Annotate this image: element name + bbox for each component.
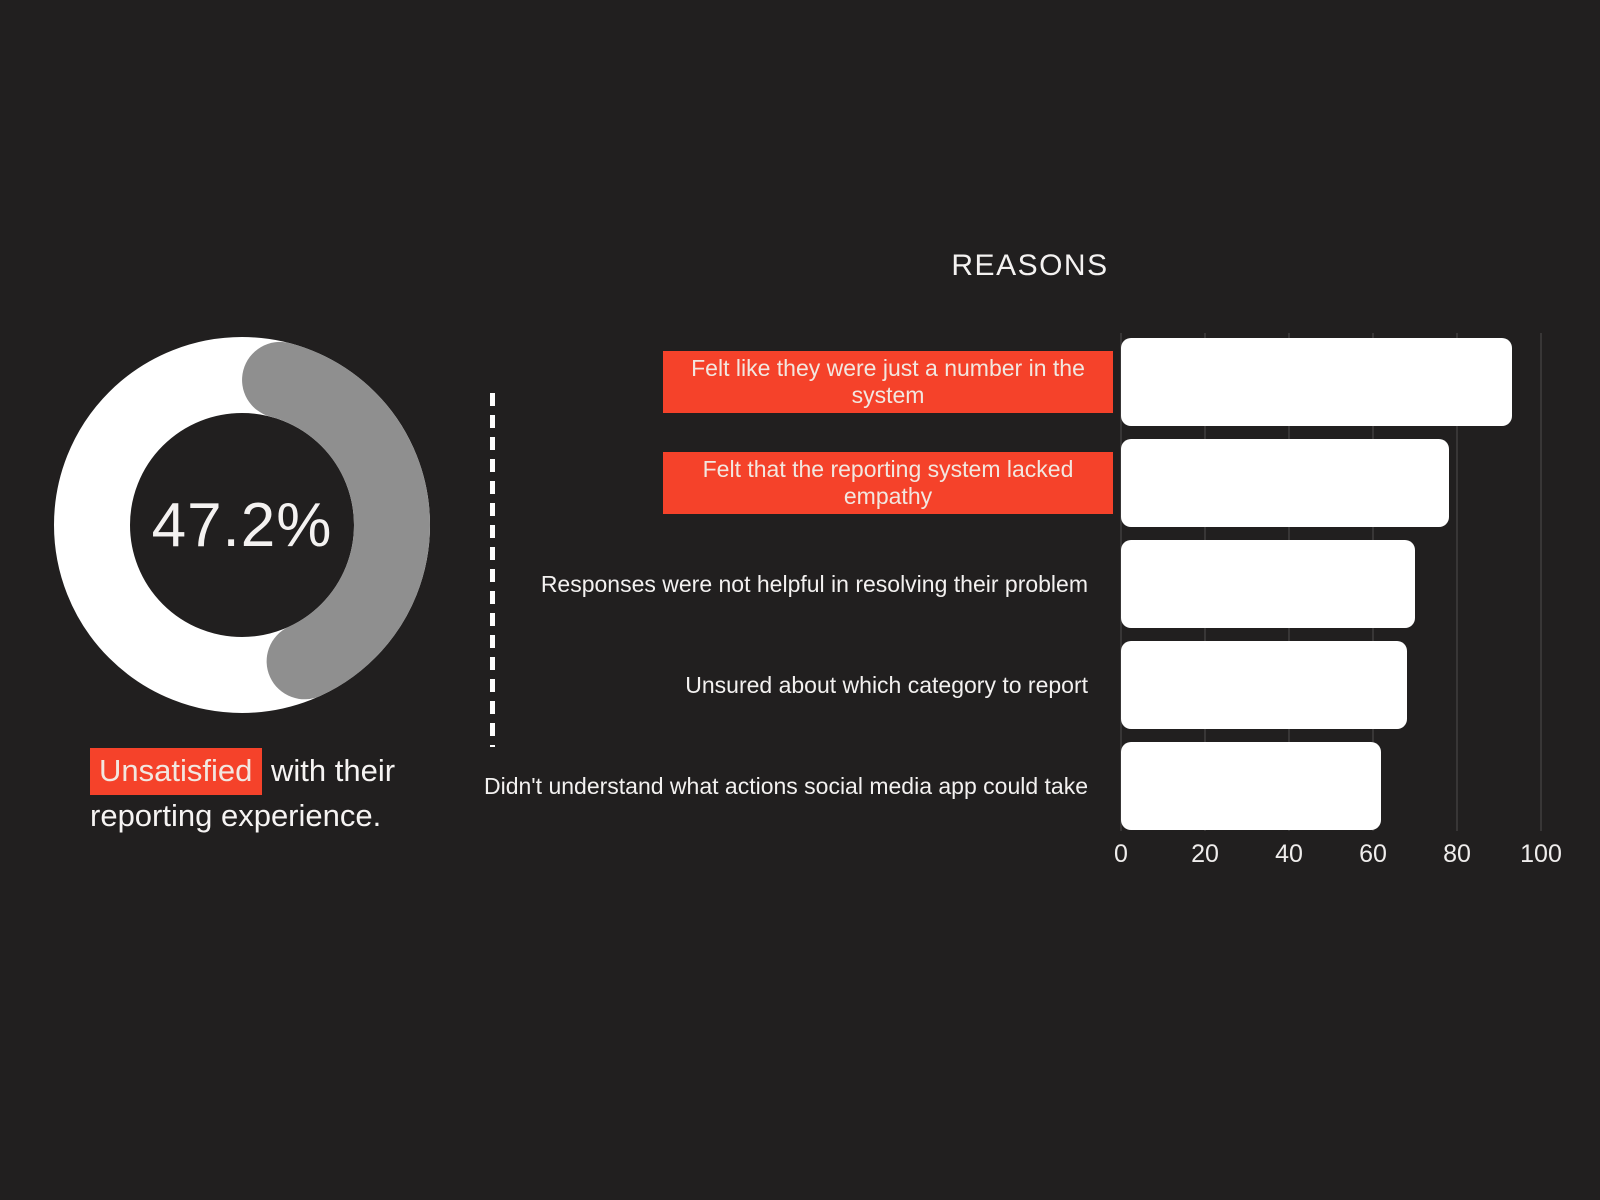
bar-label-cell: Felt like they were just a number in the…: [460, 351, 1113, 413]
caption-line2: reporting experience.: [90, 798, 382, 833]
dashed-divider: [490, 393, 495, 747]
bar-row: Felt like they were just a number in the…: [460, 338, 1550, 426]
bar-label-cell: Responses were not helpful in resolving …: [460, 571, 1113, 598]
bar-label-cell: Didn't understand what actions social me…: [460, 773, 1113, 800]
bar-label: Didn't understand what actions social me…: [483, 772, 1088, 799]
caption-highlight: Unsatisfied: [90, 748, 263, 795]
x-tick-20: 20: [1191, 840, 1219, 868]
bar-value-70: [1121, 540, 1415, 628]
bar-label-cell: Unsured about which category to report: [460, 672, 1113, 699]
donut-arc-gray: [54, 337, 430, 713]
bar-label: Responses were not helpful in resolving …: [540, 570, 1088, 597]
donut-percentage: 47.2%: [151, 490, 333, 560]
bar-row: Unsured about which category to report: [460, 641, 1550, 729]
bar-row: Didn't understand what actions social me…: [460, 742, 1550, 830]
bar-label-highlighted: Felt like they were just a number in the…: [663, 351, 1113, 413]
bar-label-highlighted: Felt that the reporting system lacked em…: [663, 452, 1113, 514]
bar-row: Felt that the reporting system lacked em…: [460, 439, 1550, 527]
x-tick-60: 60: [1359, 840, 1387, 868]
x-tick-80: 80: [1443, 840, 1471, 868]
bar-label: Unsured about which category to report: [685, 671, 1088, 698]
x-tick-100: 100: [1520, 840, 1562, 868]
donut-svg: [54, 337, 430, 713]
bar-label-cell: Felt that the reporting system lacked em…: [460, 452, 1113, 514]
bar-value-62: [1121, 742, 1382, 830]
gridline-80: [1456, 333, 1458, 831]
caption-line1-rest: with their: [270, 753, 396, 788]
caption-line1: Unsatisfied with their: [90, 748, 395, 795]
chart-title: REASONS: [951, 249, 1109, 282]
donut-caption: Unsatisfied with their reporting experie…: [90, 748, 395, 836]
bar-chart: Felt like they were just a number in the…: [460, 333, 1562, 873]
gridline-100: [1540, 333, 1542, 831]
x-tick-0: 0: [1114, 840, 1128, 868]
bar-value-68: [1121, 641, 1407, 729]
bar-value-78: [1121, 439, 1449, 527]
x-tick-40: 40: [1275, 840, 1303, 868]
bar-row: Responses were not helpful in resolving …: [460, 540, 1550, 628]
donut-chart: 47.2%: [52, 335, 432, 715]
bar-value-93: [1121, 338, 1512, 426]
